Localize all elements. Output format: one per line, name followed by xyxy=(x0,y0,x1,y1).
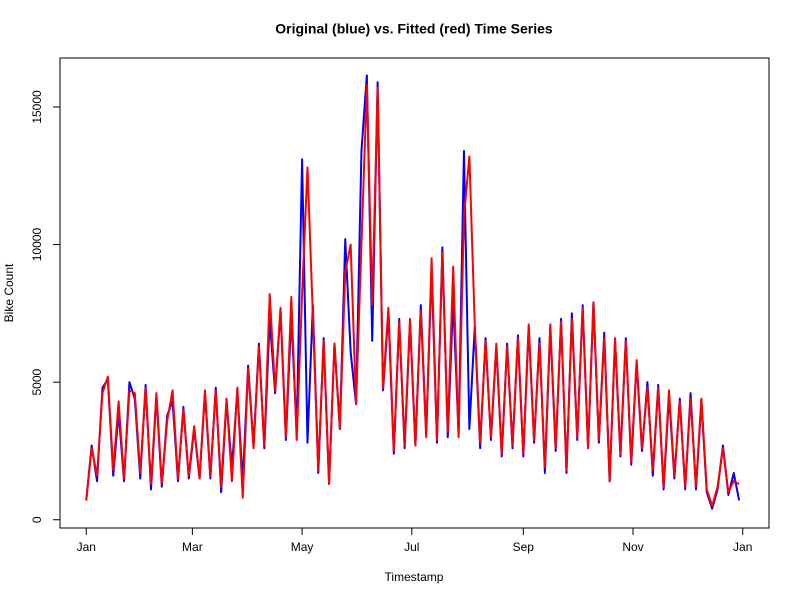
x-tick-label: Jan xyxy=(733,540,752,554)
x-tick-label: Sep xyxy=(513,540,535,554)
y-tick-label: 10000 xyxy=(30,228,44,262)
chart-title: Original (blue) vs. Fitted (red) Time Se… xyxy=(275,21,553,37)
x-axis-label: Timestamp xyxy=(385,570,444,584)
x-tick-label: Jan xyxy=(77,540,96,554)
x-tick-label: Jul xyxy=(404,540,419,554)
y-tick-label: 0 xyxy=(30,516,44,523)
y-tick-label: 15000 xyxy=(30,90,44,124)
series-line xyxy=(85,83,740,507)
x-tick-label: Mar xyxy=(182,540,203,554)
x-tick-label: May xyxy=(291,540,314,554)
y-axis-label: Bike Count xyxy=(2,263,16,322)
x-tick-label: Nov xyxy=(622,540,643,554)
y-tick-label: 5000 xyxy=(30,368,44,395)
